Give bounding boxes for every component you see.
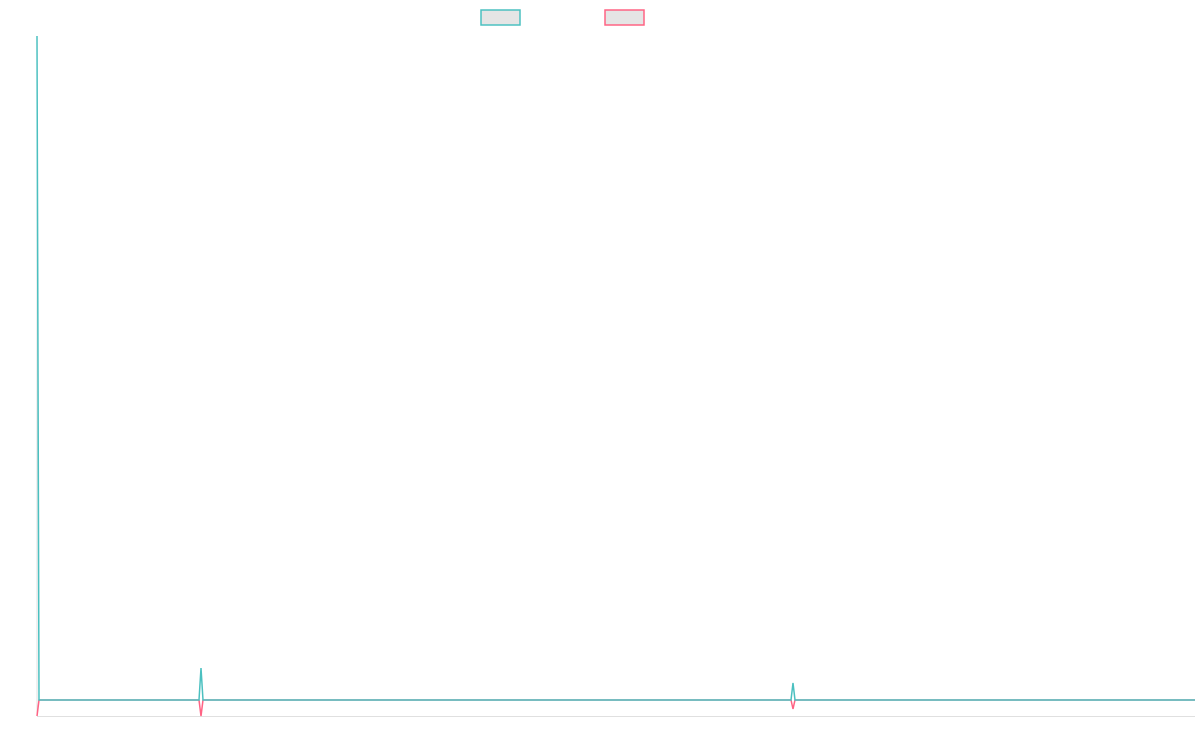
legend-swatch-2[interactable] [604,9,645,26]
legend [480,9,645,26]
series-group [36,35,1195,717]
series-line-2 [36,699,1195,717]
series-line-1 [36,35,1195,701]
legend-swatch-1[interactable] [480,9,521,26]
